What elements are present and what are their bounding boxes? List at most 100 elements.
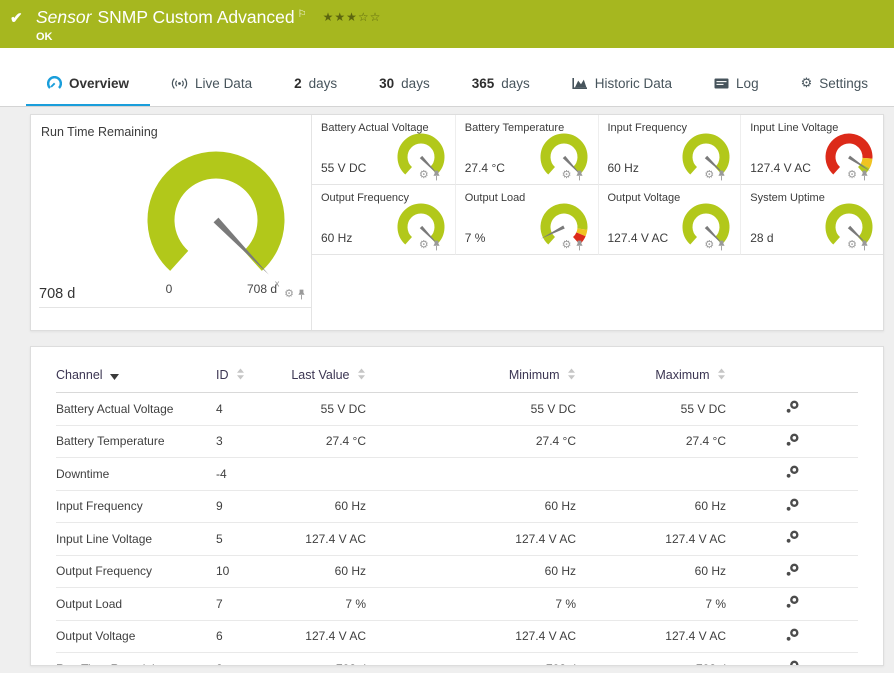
edit-channel-icon[interactable] (785, 628, 799, 642)
edit-channel-icon[interactable] (785, 563, 799, 577)
column-header-channel[interactable]: Channel (56, 359, 216, 393)
column-header-last-value[interactable]: Last Value (276, 359, 366, 393)
battery-temperature-gauge[interactable] (537, 130, 591, 184)
gear-icon[interactable]: ⚙ (284, 288, 294, 300)
gauge-actions: ⚙ (847, 170, 869, 181)
flag-icon[interactable]: ⚐ (297, 9, 307, 20)
column-label: Last Value (291, 368, 350, 382)
tab-2-days[interactable]: 2 days (273, 76, 358, 106)
tab-365-days[interactable]: 365 days (451, 76, 551, 106)
pin-icon[interactable] (575, 170, 584, 181)
edit-channel-icon[interactable] (785, 498, 799, 512)
output-load-gauge[interactable] (537, 200, 591, 254)
pin-icon[interactable] (575, 240, 584, 251)
sort-icon (568, 368, 575, 380)
channel-name[interactable]: Downtime (56, 457, 216, 491)
chart-icon (572, 78, 587, 89)
minimum-value: 708 d (366, 652, 576, 665)
tab-label: days (501, 76, 530, 91)
tab-log[interactable]: Log (693, 76, 780, 106)
output-voltage-gauge[interactable] (679, 200, 733, 254)
channel-gauge-cell: System Uptime 28 d ⚙ (740, 185, 883, 255)
channel-name[interactable]: Input Line Voltage (56, 522, 216, 556)
gear-icon[interactable]: ⚙ (561, 169, 572, 181)
minimum-value: 127.4 V AC (366, 620, 576, 653)
gauges-panel: Run Time Remaining x 0 708 d 708 d ⚙ Bat… (30, 114, 884, 331)
column-label: Channel (56, 368, 103, 382)
last-value: 127.4 V AC (276, 620, 366, 653)
channel-actions-cell (726, 652, 858, 666)
tab-label: Overview (69, 76, 130, 91)
tab-label: Log (736, 76, 759, 91)
channel-name[interactable]: Battery Temperature (56, 425, 216, 458)
tab-30-days[interactable]: 30 days (358, 76, 451, 106)
sort-desc-icon (110, 374, 120, 380)
edit-channel-icon[interactable] (785, 530, 799, 544)
tab-live-data[interactable]: Live Data (150, 76, 273, 106)
edit-channel-icon[interactable] (785, 465, 799, 479)
pin-icon[interactable] (860, 170, 869, 181)
channel-name[interactable]: Run Time Remaining (56, 652, 216, 665)
gauge-actions: ⚙ (284, 289, 306, 300)
table-row: Input Frequency 9 60 Hz 60 Hz 60 Hz (56, 490, 858, 523)
gear-icon[interactable]: ⚙ (418, 169, 429, 181)
channel-name[interactable]: Input Frequency (56, 490, 216, 523)
output-frequency-gauge[interactable] (394, 200, 448, 254)
pin-icon[interactable] (860, 240, 869, 251)
gauge-title: System Uptime (750, 192, 825, 204)
gauge-title: Output Frequency (321, 192, 410, 204)
column-header-actions (726, 359, 858, 393)
gauge-value: 60 Hz (607, 161, 639, 175)
gear-icon: ⚙ (800, 75, 813, 90)
gear-icon[interactable]: ⚙ (418, 239, 429, 251)
channel-id: 4 (216, 392, 276, 426)
pin-icon[interactable] (717, 170, 726, 181)
tab-overview[interactable]: Overview (26, 76, 151, 106)
sensor-heading: Sensor SNMP Custom Advanced ⚐ ★★★☆☆ OK (36, 7, 381, 43)
gauge-actions: ⚙ (419, 170, 441, 181)
column-label: ID (216, 368, 229, 382)
run-time-remaining-gauge[interactable]: x (126, 128, 306, 300)
priority-stars[interactable]: ★★★☆☆ (322, 10, 382, 24)
gear-icon[interactable]: ⚙ (561, 239, 572, 251)
system-uptime-gauge[interactable] (822, 200, 876, 254)
channel-name[interactable]: Output Load (56, 587, 216, 621)
gauge-value: 127.4 V AC (750, 161, 811, 175)
input-line-voltage-gauge[interactable] (822, 130, 876, 184)
pin-icon[interactable] (297, 289, 306, 300)
gear-icon[interactable]: ⚙ (704, 169, 715, 181)
edit-channel-icon[interactable] (785, 660, 799, 666)
tab-label: days (401, 76, 430, 91)
primary-gauge-value: 708 d (39, 286, 76, 302)
edit-channel-icon[interactable] (785, 595, 799, 609)
tab-historic-data[interactable]: Historic Data (551, 76, 693, 106)
gear-icon[interactable]: ⚙ (847, 239, 857, 251)
pin-icon[interactable] (432, 240, 441, 251)
gear-icon[interactable]: ⚙ (847, 169, 857, 181)
gauge-value: 60 Hz (321, 231, 353, 245)
tab-number: 30 (379, 76, 395, 91)
column-header-id[interactable]: ID (216, 359, 276, 393)
pin-icon[interactable] (717, 240, 726, 251)
tab-settings[interactable]: ⚙ Settings (780, 75, 889, 106)
channel-name[interactable]: Output Frequency (56, 555, 216, 588)
channel-actions-cell (726, 490, 858, 523)
channel-name[interactable]: Output Voltage (56, 620, 216, 653)
table-row: Output Load 7 7 % 7 % 7 % (56, 587, 858, 621)
channel-name[interactable]: Battery Actual Voltage (56, 392, 216, 426)
channel-actions-cell (726, 587, 858, 621)
battery-actual-voltage-gauge[interactable] (394, 130, 448, 184)
table-row: Battery Actual Voltage 4 55 V DC 55 V DC 55 … (56, 392, 858, 426)
gear-icon[interactable]: ⚙ (704, 239, 715, 251)
column-header-maximum[interactable]: Maximum (576, 359, 726, 393)
tab-label: Settings (819, 75, 869, 91)
column-header-minimum[interactable]: Minimum (366, 359, 576, 393)
channel-gauge-cell: Battery Temperature 27.4 °C ⚙ (454, 115, 598, 185)
input-frequency-gauge[interactable] (679, 130, 733, 184)
channel-gauge-cell: Input Line Voltage 127.4 V AC ⚙ (740, 115, 883, 185)
edit-channel-icon[interactable] (785, 400, 799, 414)
pin-icon[interactable] (432, 170, 441, 181)
last-value: 60 Hz (276, 555, 366, 588)
edit-channel-icon[interactable] (785, 433, 799, 447)
